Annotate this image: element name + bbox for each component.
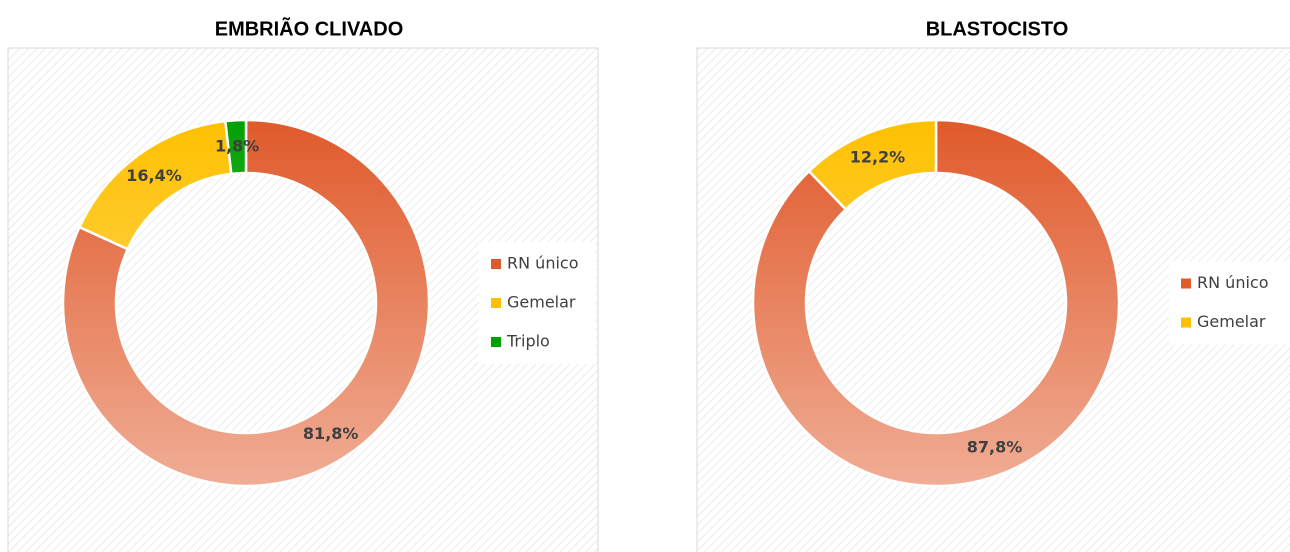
value-label: 87,8% — [967, 438, 1023, 457]
donut-slice — [61, 118, 431, 488]
donut-slice — [807, 118, 938, 212]
legend-swatch — [1181, 278, 1191, 289]
legend-label: RN único — [507, 254, 578, 273]
legend-label: RN único — [1197, 273, 1268, 292]
legend-swatch — [491, 298, 501, 308]
value-label: 16,4% — [126, 166, 182, 185]
legend-label: Gemelar — [507, 293, 576, 312]
donut-slice — [223, 118, 248, 176]
donut-slice — [751, 118, 1121, 488]
value-label: 81,8% — [303, 424, 359, 443]
legend-label: Gemelar — [1197, 312, 1266, 331]
value-label: 1,8% — [215, 136, 259, 155]
chart-title: BLASTOCISTO — [926, 18, 1069, 40]
legend-box — [1169, 261, 1290, 345]
chart-title: EMBRIÃO CLIVADO — [215, 17, 404, 40]
legend-swatch — [491, 337, 501, 347]
value-label: 12,2% — [850, 147, 906, 166]
legend-swatch — [1181, 317, 1191, 328]
legend-label: Triplo — [506, 332, 550, 351]
legend-swatch — [491, 259, 501, 269]
